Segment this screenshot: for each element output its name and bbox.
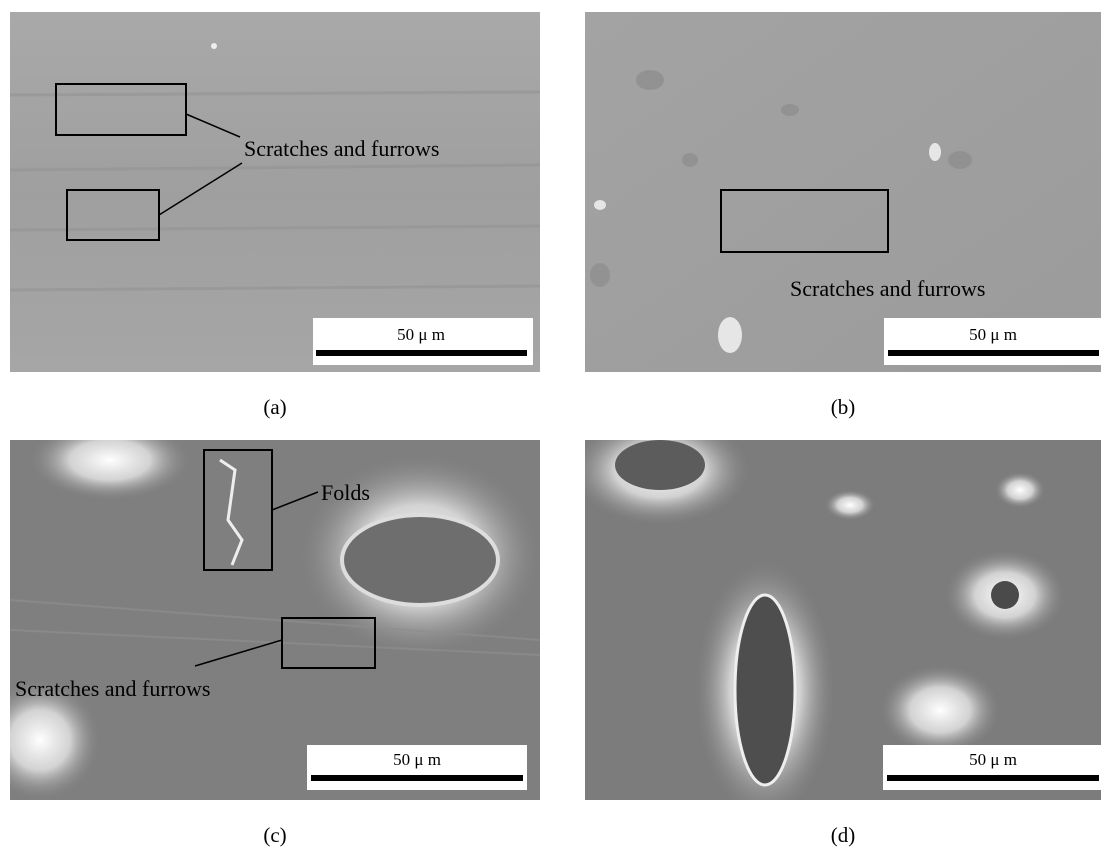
scale-bar-label: 50 μ m (393, 750, 441, 769)
figure: Scratches and furrows 50 μ m (a) Scratch… (0, 0, 1103, 854)
panel-c: Folds Scratches and furrows 50 μ m (0, 420, 540, 800)
panel-label: (a) (263, 395, 286, 419)
scale-bar-label: 50 μ m (397, 325, 445, 344)
panel-d: 50 μ m (570, 415, 1101, 820)
panel-label: (b) (831, 395, 856, 419)
annotation: Scratches and furrows (790, 276, 986, 301)
scale-bar-label: 50 μ m (969, 750, 1017, 769)
annotation: Scratches and furrows (244, 136, 440, 161)
annotation: Scratches and furrows (15, 676, 211, 701)
annotation: Folds (321, 480, 370, 505)
scale-bar-label: 50 μ m (969, 325, 1017, 344)
panel-a: Scratches and furrows 50 μ m (a) (10, 12, 540, 419)
panel-b: Scratches and furrows 50 μ m (b) (585, 12, 1101, 419)
panel-label: (d) (831, 823, 856, 847)
panel-label: (c) (263, 823, 286, 847)
